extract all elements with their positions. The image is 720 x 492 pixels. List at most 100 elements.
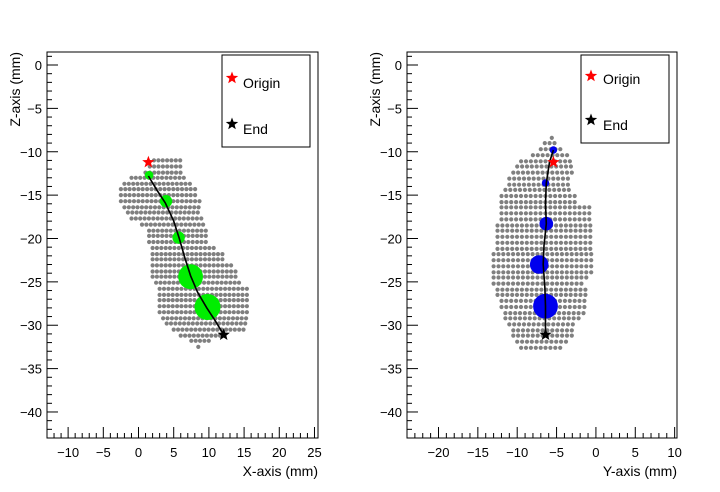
yz-hit-point — [545, 270, 550, 275]
yz-hit-point — [559, 270, 565, 275]
yz-hit-point — [533, 200, 538, 205]
xz-hit-point — [244, 316, 249, 321]
xz-hit-point — [131, 199, 137, 204]
yz-y-tick-label: −35 — [380, 362, 402, 377]
yz-hit-point — [584, 270, 589, 275]
xz-hit-point — [156, 170, 161, 175]
xz-hit-point — [179, 181, 184, 186]
yz-hit-point — [583, 246, 588, 251]
yz-hit-point — [550, 252, 555, 257]
xz-hit-point — [160, 239, 165, 245]
yz-hit-point — [584, 264, 589, 269]
yz-hit-point — [573, 234, 578, 239]
yz-hit-point — [558, 234, 564, 239]
xz-hit-point — [167, 245, 173, 251]
xz-hit-point — [165, 210, 170, 215]
xz-hit-point — [173, 321, 178, 326]
yz-hit-point — [519, 246, 525, 251]
xz-hit-point — [178, 333, 183, 338]
yz-hit-point — [520, 164, 525, 169]
yz-hit-point — [529, 339, 534, 344]
yz-hit-point — [515, 270, 521, 275]
yz-hit-point — [512, 182, 517, 187]
xz-hit-point — [186, 239, 191, 245]
xz-hit-point — [170, 181, 175, 186]
xz-hit-point — [161, 292, 167, 297]
xz-deposit — [194, 294, 221, 320]
xz-hit-point — [236, 292, 241, 297]
yz-hit-point — [567, 298, 572, 303]
yz-hit-point — [559, 339, 564, 344]
yz-hit-point — [533, 345, 538, 350]
yz-hit-point — [518, 298, 524, 303]
yz-hit-point — [572, 200, 577, 205]
xz-hit-point — [139, 181, 144, 186]
yz-hit-point — [587, 217, 592, 222]
yz-hit-point — [499, 211, 504, 216]
yz-hit-point — [495, 228, 500, 233]
yz-hit-point — [514, 304, 519, 310]
yz-hit-point — [538, 205, 543, 210]
yz-hit-point — [530, 281, 535, 286]
yz-x-tick-label: −20 — [427, 445, 449, 460]
xz-hit-point — [129, 175, 134, 180]
xz-hit-point — [158, 280, 163, 285]
yz-hit-point — [504, 217, 509, 222]
yz-hit-point — [584, 252, 589, 257]
yz-hit-point — [514, 205, 519, 210]
yz-hit-point — [564, 333, 570, 338]
xz-hit-point — [175, 199, 180, 204]
xz-axes: −10 −5 0 5 10 15 20 25 0 −5 −10 −15 −20 −25 −30 −35 −40 — [20, 51, 322, 460]
xz-hit-point — [179, 193, 185, 198]
yz-hit-point — [567, 200, 572, 205]
xz-hit-point — [231, 292, 236, 297]
xz-hit-point — [161, 181, 166, 186]
yz-hit-point — [549, 135, 554, 140]
yz-hit-point — [544, 164, 549, 169]
yz-hit-point — [557, 193, 563, 199]
yz-hit-point — [577, 205, 582, 210]
xz-hit-point — [159, 274, 164, 279]
xz-hit-point — [239, 316, 244, 321]
yz-hit-point — [579, 275, 584, 280]
xz-hit-point — [217, 316, 222, 321]
yz-hit-point — [515, 264, 521, 269]
xz-hit-point — [131, 181, 136, 186]
xz-x-axis-title: X-axis (mm) — [243, 463, 318, 479]
xz-hit-point — [147, 210, 152, 215]
yz-hit-point — [539, 228, 544, 233]
xz-hit-point — [166, 298, 171, 303]
xz-hit-point — [192, 205, 197, 210]
yz-hit-point — [558, 240, 564, 245]
xz-hit-point — [192, 222, 197, 227]
yz-hit-point — [538, 200, 543, 205]
xz-hit-point — [188, 310, 193, 315]
yz-hit-point — [553, 211, 558, 216]
yz-hit-point — [563, 234, 569, 239]
xz-hit-point — [203, 228, 208, 233]
xz-hit-point — [228, 327, 233, 332]
yz-hit-point — [543, 147, 548, 152]
yz-hit-point — [506, 275, 511, 280]
yz-hit-point — [531, 182, 536, 187]
xz-hit-point — [183, 298, 188, 303]
xz-hit-point — [166, 181, 171, 186]
yz-hit-point — [544, 339, 549, 344]
yz-hit-point — [501, 252, 506, 257]
yz-hit-point — [535, 281, 540, 286]
yz-hit-point — [568, 228, 573, 233]
yz-hit-point — [516, 328, 521, 333]
yz-hit-point — [562, 304, 568, 310]
xz-hit-point — [131, 193, 137, 198]
yz-hit-point — [569, 258, 574, 263]
yz-hit-point — [535, 170, 540, 175]
yz-hit-point — [509, 200, 514, 205]
xz-hit-point — [189, 245, 194, 251]
xz-y-tick-label: −5 — [27, 101, 42, 116]
yz-hit-point — [510, 292, 515, 297]
xz-hit-point — [148, 205, 153, 210]
xz-hit-point — [218, 292, 223, 297]
xz-hit-point — [172, 263, 177, 268]
xz-hit-point — [163, 274, 168, 279]
xz-x-tick-label: 10 — [202, 445, 216, 460]
